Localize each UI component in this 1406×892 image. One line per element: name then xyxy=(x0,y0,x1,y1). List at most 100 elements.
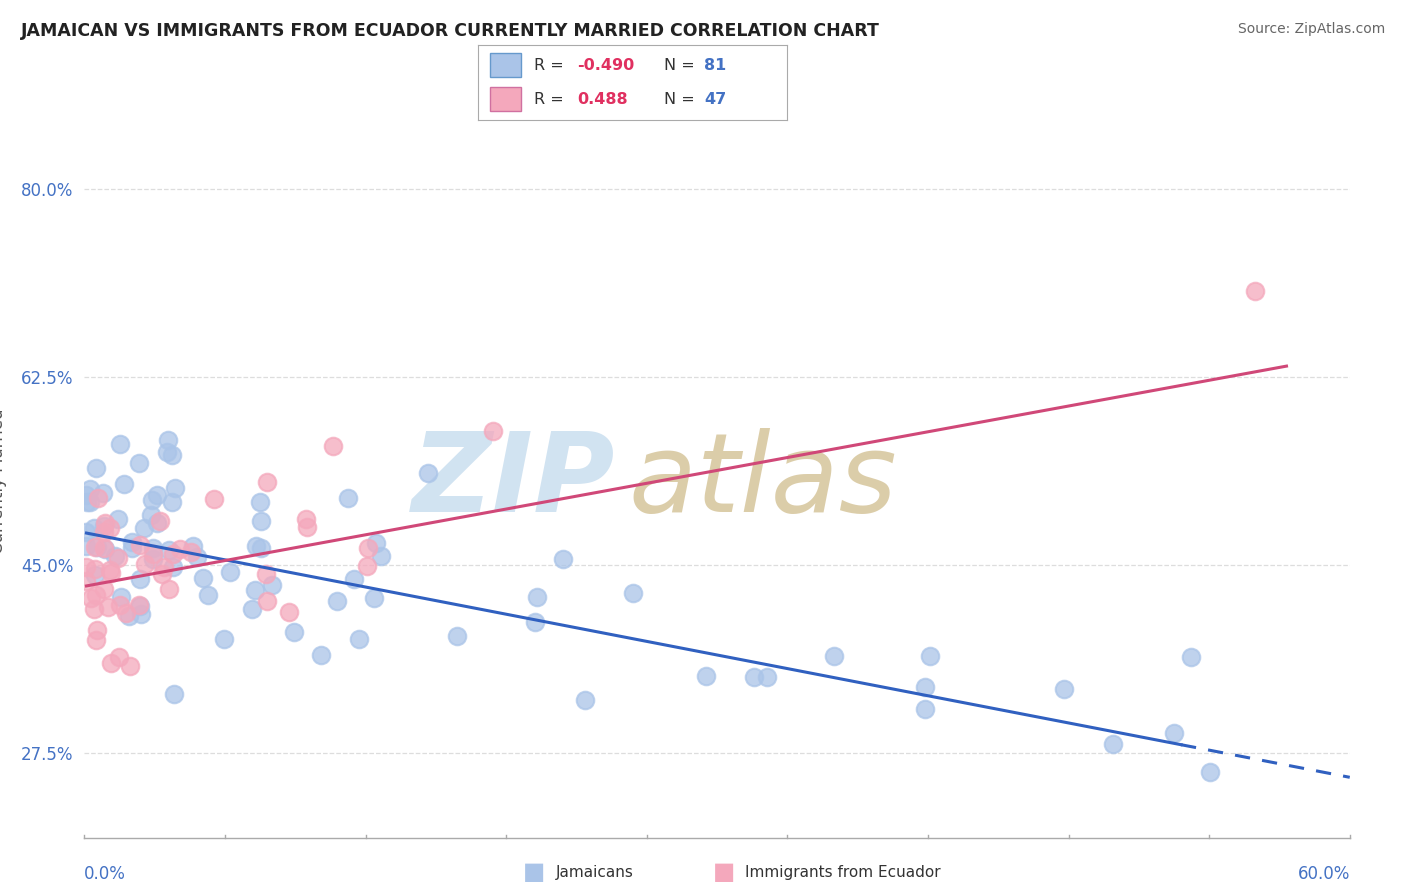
Point xyxy=(112,477,135,491)
Point xyxy=(181,539,204,553)
Point xyxy=(94,542,117,557)
Point xyxy=(150,566,173,581)
Point xyxy=(139,508,162,522)
Point xyxy=(482,425,505,439)
Point xyxy=(446,629,468,643)
Point xyxy=(357,541,380,555)
Point xyxy=(1052,681,1074,696)
Text: ■: ■ xyxy=(523,861,546,884)
Point xyxy=(142,541,165,556)
Point xyxy=(551,552,574,566)
Point xyxy=(134,558,156,572)
Point xyxy=(914,681,936,695)
Point xyxy=(83,520,105,534)
Point xyxy=(93,582,115,596)
Point xyxy=(363,591,385,606)
Point xyxy=(84,562,107,576)
Point xyxy=(326,594,349,608)
Point xyxy=(162,559,184,574)
Point xyxy=(142,551,165,566)
Point xyxy=(322,439,344,453)
Point xyxy=(242,601,264,615)
Point xyxy=(76,574,98,588)
Point xyxy=(98,521,121,535)
Point xyxy=(84,540,107,554)
Point xyxy=(1102,737,1125,751)
Text: 60.0%: 60.0% xyxy=(1298,865,1350,883)
Point xyxy=(1244,284,1267,298)
Point xyxy=(1198,765,1220,780)
Text: 0.0%: 0.0% xyxy=(84,865,127,883)
Point xyxy=(117,609,139,624)
Text: ■: ■ xyxy=(713,861,735,884)
Point xyxy=(132,521,155,535)
Point xyxy=(156,445,179,459)
Point xyxy=(100,656,122,670)
Point xyxy=(76,524,98,539)
Point xyxy=(86,540,108,554)
Point xyxy=(920,648,942,663)
Point xyxy=(76,487,98,501)
Point xyxy=(108,598,131,612)
Point xyxy=(86,460,108,475)
Text: 47: 47 xyxy=(704,92,725,107)
Point xyxy=(128,456,150,470)
Point xyxy=(1163,726,1185,740)
Bar xyxy=(491,87,522,112)
Point xyxy=(107,551,129,566)
Point xyxy=(93,516,115,530)
Point xyxy=(165,481,187,495)
Point xyxy=(129,607,152,621)
Point xyxy=(186,549,208,564)
Y-axis label: Currently Married: Currently Married xyxy=(0,409,7,555)
Point xyxy=(76,560,98,574)
Point xyxy=(146,516,169,530)
Point xyxy=(278,606,301,620)
Text: R =: R = xyxy=(534,92,568,107)
Point xyxy=(76,539,98,553)
Point xyxy=(97,599,120,614)
Text: Source: ZipAtlas.com: Source: ZipAtlas.com xyxy=(1237,22,1385,37)
Point xyxy=(744,670,766,684)
Point xyxy=(129,573,152,587)
Point xyxy=(180,545,202,559)
Point xyxy=(84,568,107,582)
Point xyxy=(526,591,548,605)
Point xyxy=(219,565,242,579)
Point xyxy=(104,549,127,564)
Point xyxy=(152,560,174,574)
Point xyxy=(256,475,278,490)
Point xyxy=(343,573,366,587)
Point xyxy=(1180,650,1202,665)
Point xyxy=(93,518,115,533)
Text: Immigrants from Ecuador: Immigrants from Ecuador xyxy=(745,865,941,880)
Point xyxy=(149,514,172,528)
Point xyxy=(418,466,440,480)
Point xyxy=(86,588,108,602)
Point xyxy=(108,649,131,664)
Point xyxy=(755,670,778,684)
Point xyxy=(574,693,596,707)
Text: atlas: atlas xyxy=(628,428,897,535)
Point xyxy=(146,488,169,502)
Point xyxy=(80,591,103,606)
Point xyxy=(108,437,131,451)
Point xyxy=(141,493,163,508)
Point xyxy=(118,659,141,673)
Point xyxy=(160,495,183,509)
Point xyxy=(121,541,143,555)
Point xyxy=(202,492,225,507)
Point xyxy=(295,520,318,534)
Text: 0.488: 0.488 xyxy=(576,92,627,107)
Point xyxy=(79,482,101,496)
Point xyxy=(107,512,129,526)
Point xyxy=(249,541,271,555)
Point xyxy=(157,582,180,596)
Point xyxy=(76,495,98,509)
Point xyxy=(162,547,184,561)
Point xyxy=(110,591,132,605)
Bar xyxy=(491,53,522,78)
Point xyxy=(366,535,388,549)
Point xyxy=(337,491,360,506)
Point xyxy=(83,601,105,615)
